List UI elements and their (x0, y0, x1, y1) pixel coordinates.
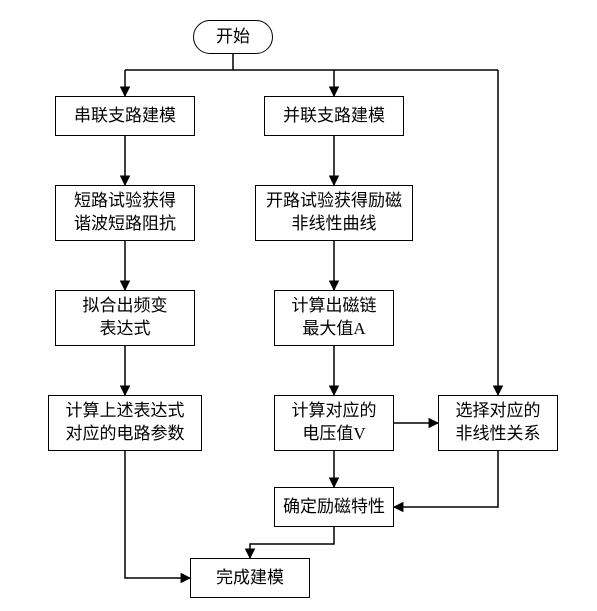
node-b5: 确定励磁特性 (274, 487, 394, 527)
edge-12 (250, 527, 334, 558)
node-end: 完成建模 (190, 558, 310, 598)
node-start: 开始 (193, 20, 273, 54)
node-a4: 计算上述表达式对应的电路参数 (48, 395, 202, 451)
node-b1: 并联支路建模 (264, 96, 404, 136)
node-a2: 短路试验获得谐波短路阻抗 (55, 185, 195, 241)
node-c1: 选择对应的非线性关系 (438, 395, 558, 451)
node-b3: 计算出磁链最大值A (274, 290, 394, 346)
edge-7 (125, 451, 190, 578)
node-a1: 串联支路建模 (55, 96, 195, 136)
node-a3: 拟合出频变表达式 (55, 290, 195, 346)
node-b4: 计算对应的电压值V (274, 395, 394, 451)
edge-15 (394, 451, 498, 507)
node-b2: 开路试验获得励磁非线性曲线 (255, 185, 413, 241)
